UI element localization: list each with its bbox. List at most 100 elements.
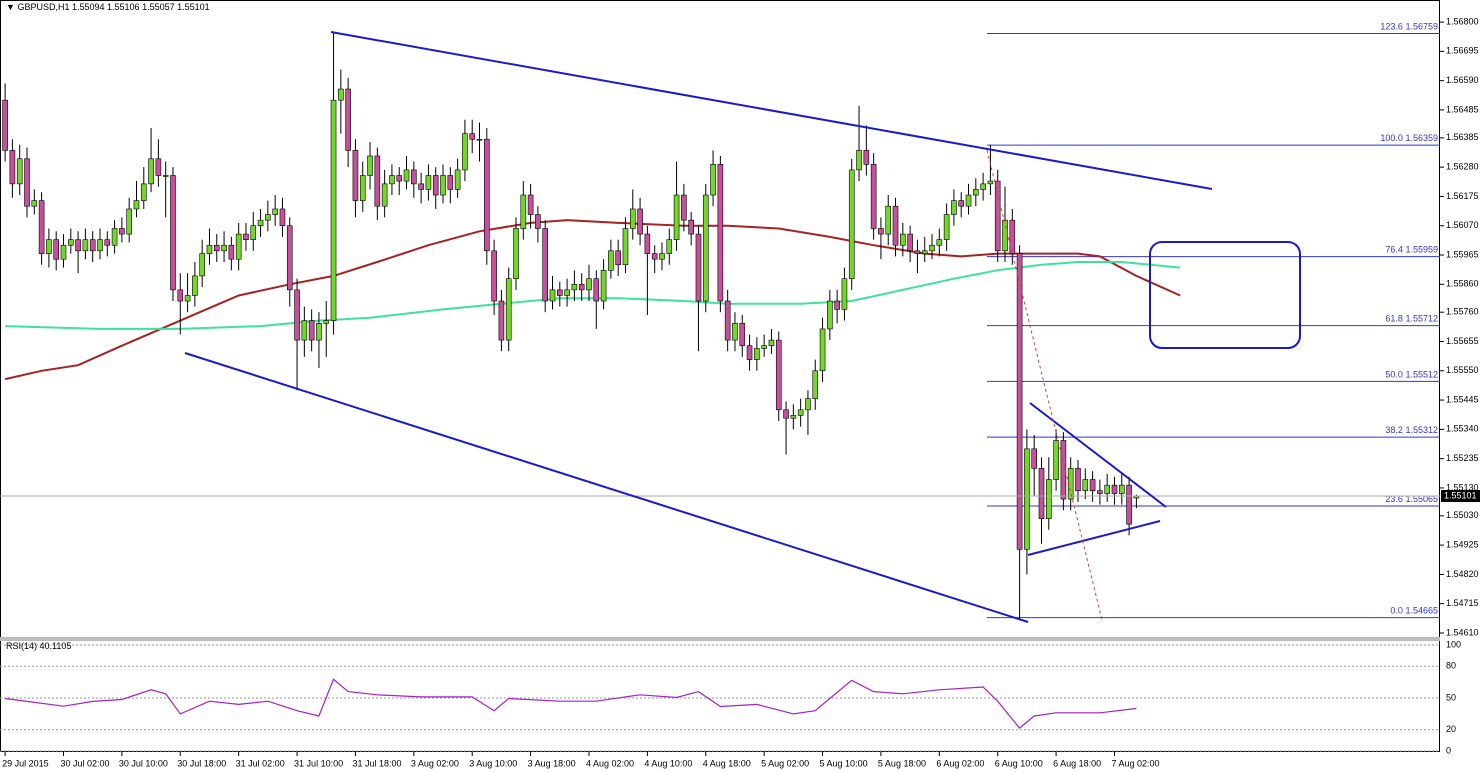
candle-body [644,233,651,254]
rsi-tick-label: 20 [1446,724,1456,734]
candle-body [659,253,665,260]
fib-price-label: 1.55712 [1405,314,1438,324]
candle-body [1002,219,1008,252]
candle-body [411,169,417,185]
candle-body [724,300,731,341]
candle-body [170,175,176,291]
candle-body [673,194,680,240]
header-marker: ▼ [6,2,15,12]
candle-body [199,253,205,277]
y-tick-label: 1.55550 [1446,365,1479,375]
candle-body [688,219,694,235]
candle-body [1031,448,1038,469]
x-tick-label: 5 Aug 10:00 [820,758,868,768]
rsi-tick-label: 80 [1446,661,1456,671]
candle-body [812,370,819,399]
candle-body [476,138,483,141]
y-tick-label: 1.56590 [1446,75,1479,85]
candle-body [447,175,454,190]
x-tick-label: 31 Jul 18:00 [352,758,401,768]
candle-body [629,208,636,229]
x-tick-label: 30 Jul 10:00 [119,758,168,768]
candle-body [454,169,461,190]
trend-line [1027,520,1161,556]
y-tick-label: 1.56385 [1446,132,1479,142]
candle-body [491,250,497,302]
candle-body [556,289,563,296]
candle-body [82,239,89,252]
candle-body [53,239,59,260]
candle-body [1126,484,1132,525]
header: ▼ GBPUSD,H1 1.55094 1.55106 1.55057 1.55… [6,2,210,12]
candle-body [279,208,286,227]
candle-body [505,278,512,341]
candle-body [462,133,468,171]
fib-level-label: 0.0 [1390,606,1403,616]
y-tick-label: 1.54610 [1446,627,1479,637]
x-tick-label: 5 Aug 02:00 [761,758,809,768]
candle-body [498,300,505,341]
candle-body [432,175,439,196]
y-tick-label: 1.55235 [1446,453,1479,463]
candle-body [535,214,541,229]
candle-body [67,239,74,246]
candle-body [549,289,556,302]
x-tick-label: 4 Aug 10:00 [644,758,692,768]
x-tick-label: 3 Aug 10:00 [469,758,517,768]
candle-body [936,239,943,246]
x-tick-label: 3 Aug 02:00 [411,758,459,768]
candle-body [761,345,767,349]
candle-body [192,275,198,296]
candle-body [469,133,476,140]
candle-body [184,295,191,302]
trend-line [184,352,1029,623]
candle-body [24,158,30,207]
candle-body [389,175,395,185]
high: 1.55106 [107,2,140,12]
candle-body [250,225,257,240]
candle-body [1024,448,1030,550]
fib-label: 50.0 1.55512 [1385,370,1438,380]
candle-body [206,244,213,254]
candle-body [702,194,709,302]
fib-label: 23.6 1.55065 [1385,494,1438,504]
candle-body [848,169,855,280]
fib-label: 38.2 1.55312 [1385,426,1438,436]
y-tick-label: 1.55655 [1446,336,1479,346]
fib-trend-line [986,149,1103,621]
candle-body [126,208,132,235]
candle-body [593,278,600,302]
candle-body [338,88,344,101]
candle-body [783,409,789,419]
candle-body [243,233,249,240]
candle-body [921,250,928,254]
candle-body [717,164,724,302]
candle-body [1038,468,1045,519]
candle-body [768,339,775,346]
x-tick-label: 29 Jul 2015 [2,758,49,768]
candle-body [600,270,607,302]
candle-body [374,155,381,207]
fib-label: 100.0 1.56359 [1380,133,1438,143]
candle-body [235,233,242,260]
candle-body [914,250,921,254]
y-tick-label: 1.56485 [1446,104,1479,114]
x-tick-label: 4 Aug 18:00 [703,758,751,768]
candle-body [681,194,687,221]
candle-body [148,158,154,185]
fib-price-label: 1.56759 [1405,22,1438,32]
candle-body [1104,484,1110,494]
candle-body [1111,484,1118,494]
candle-body [257,219,264,227]
fib-price-label: 1.55512 [1405,370,1438,380]
candle-body [46,239,52,254]
candle-body [89,239,96,252]
candle-body [228,244,235,260]
candle-body [863,150,870,165]
candle-body [513,228,519,280]
candle-body [608,250,614,271]
candle-body [1009,219,1016,254]
